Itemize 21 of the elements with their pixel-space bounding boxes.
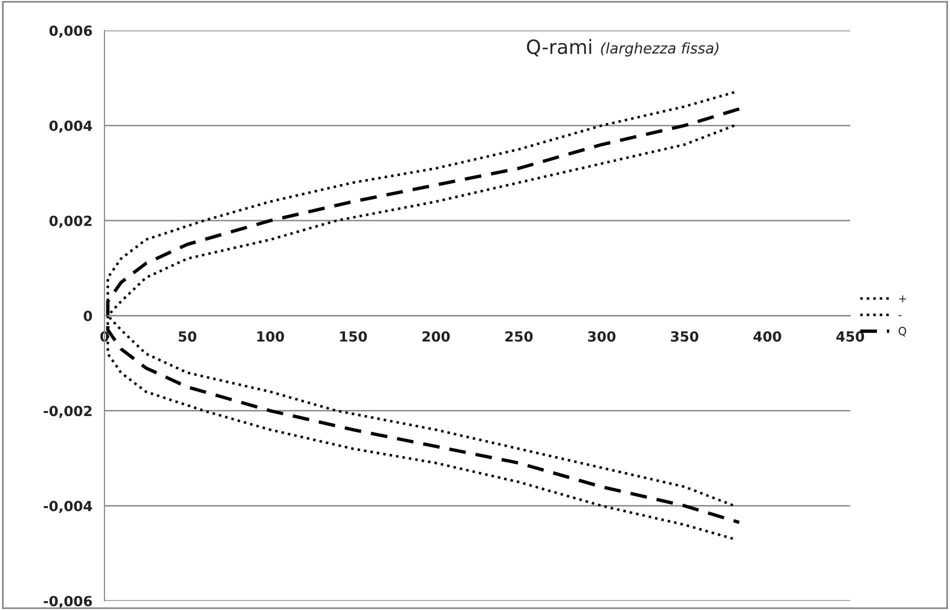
legend-label: Q bbox=[898, 326, 906, 336]
x-tick-label: 200 bbox=[422, 331, 450, 342]
y-tick-label: 0,002 bbox=[49, 216, 92, 228]
y-tick-label: -0,002 bbox=[44, 406, 92, 418]
text: (larghezza fissa) bbox=[601, 42, 718, 56]
y-tick-label: 0,004 bbox=[49, 120, 92, 133]
x-tick-label: 150 bbox=[340, 331, 367, 342]
x-tick-label: 50 bbox=[178, 331, 196, 342]
x-tick-label: 450 bbox=[836, 331, 864, 342]
x-tick-label: 350 bbox=[670, 331, 698, 342]
legend-label: + bbox=[899, 295, 906, 302]
y-tick-label: 0 bbox=[84, 310, 92, 322]
y-tick-label: 0,006 bbox=[49, 25, 92, 38]
x-tick-label: 100 bbox=[257, 331, 284, 342]
legend-label: - bbox=[898, 315, 902, 316]
x-tick-label: 400 bbox=[754, 331, 782, 342]
y-tick-label: -0,004 bbox=[44, 500, 92, 514]
chart-title: Q-rami bbox=[526, 39, 592, 56]
y-tick-label: -0,006 bbox=[44, 596, 92, 608]
x-tick-label: 300 bbox=[588, 331, 616, 342]
x-tick-label: 250 bbox=[505, 331, 533, 342]
